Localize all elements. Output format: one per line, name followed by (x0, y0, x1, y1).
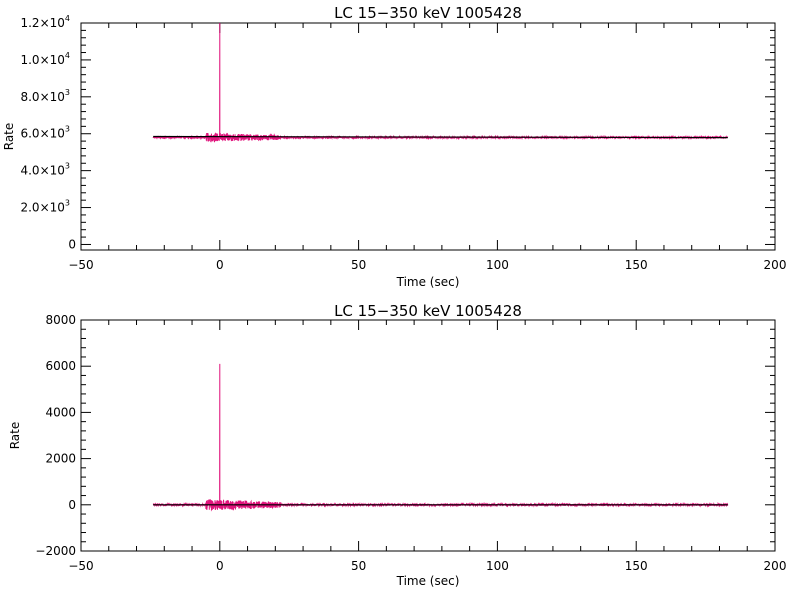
plot-frame (80, 319, 776, 552)
y-tick-label: 2.0×103 (20, 199, 70, 215)
y-tick-label: 2000 (45, 452, 76, 466)
x-tick-label: 50 (351, 559, 366, 573)
x-tick-label: 100 (486, 559, 509, 573)
x-tick-label: 150 (625, 258, 648, 272)
y-tick-label: 8000 (45, 313, 76, 327)
y-tick-label: 0 (68, 237, 76, 251)
chart-title: LC 15−350 keV 1005428 (334, 4, 522, 22)
x-tick-label: −50 (68, 258, 93, 272)
y-tick-label: 4.0×103 (20, 162, 70, 178)
x-axis-label: Time (sec) (396, 275, 460, 289)
x-tick-label: 0 (216, 559, 224, 573)
plot-frame (80, 22, 776, 251)
x-tick-label: 200 (764, 258, 787, 272)
y-tick-label: 8.0×103 (20, 88, 70, 104)
x-tick-label: 0 (216, 258, 224, 272)
x-tick-label: 200 (764, 559, 787, 573)
x-axis-label: Time (sec) (396, 574, 460, 588)
lightcurve-series (152, 363, 729, 512)
upper-lightcurve-panel: LC 15−350 keV 1005428 −50 0 50 100 150 200 0 2.0… (2, 4, 786, 289)
chart-title: LC 15−350 keV 1005428 (334, 302, 522, 320)
y-tick-label: −2000 (35, 544, 76, 558)
lightcurve-series (152, 23, 729, 143)
lower-lightcurve-panel: LC 15−350 keV 1005428 −50 0 50 100 150 200 −200… (8, 302, 786, 588)
x-tick-label: 50 (351, 258, 366, 272)
y-tick-label: 4000 (45, 405, 76, 419)
x-tick-label: 150 (625, 559, 648, 573)
x-tick-label: 100 (486, 258, 509, 272)
y-axis-label: Rate (8, 422, 22, 450)
y-axis-label: Rate (2, 123, 16, 151)
y-tick-label: 1.2×104 (20, 14, 70, 30)
y-tick-label: 0 (68, 498, 76, 512)
model-line (153, 135, 728, 139)
y-tick-label: 6000 (45, 359, 76, 373)
x-tick-label: −50 (68, 559, 93, 573)
y-tick-label: 6.0×103 (20, 125, 70, 141)
y-tick-label: 1.0×104 (20, 51, 70, 67)
